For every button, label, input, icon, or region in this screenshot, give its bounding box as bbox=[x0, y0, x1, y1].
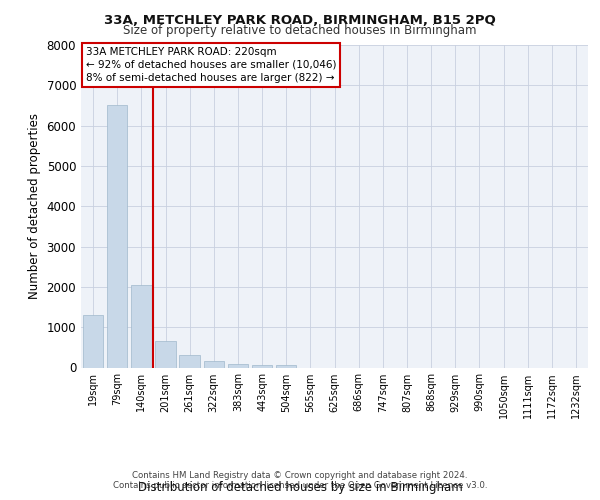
Bar bbox=[83, 315, 103, 368]
Text: 33A, METCHLEY PARK ROAD, BIRMINGHAM, B15 2PQ: 33A, METCHLEY PARK ROAD, BIRMINGHAM, B15… bbox=[104, 14, 496, 27]
Bar bbox=[179, 356, 200, 368]
Y-axis label: Number of detached properties: Number of detached properties bbox=[28, 114, 41, 299]
Text: Contains HM Land Registry data © Crown copyright and database right 2024.: Contains HM Land Registry data © Crown c… bbox=[132, 472, 468, 480]
Bar bbox=[252, 366, 272, 368]
Bar bbox=[107, 106, 127, 368]
Bar bbox=[276, 365, 296, 368]
Bar bbox=[203, 362, 224, 368]
Text: Distribution of detached houses by size in Birmingham: Distribution of detached houses by size … bbox=[137, 480, 463, 494]
Text: Size of property relative to detached houses in Birmingham: Size of property relative to detached ho… bbox=[123, 24, 477, 37]
Bar bbox=[155, 341, 176, 367]
Bar bbox=[227, 364, 248, 368]
Text: Contains public sector information licensed under the Open Government Licence v3: Contains public sector information licen… bbox=[113, 480, 487, 490]
Bar bbox=[131, 285, 152, 368]
Text: 33A METCHLEY PARK ROAD: 220sqm
← 92% of detached houses are smaller (10,046)
8% : 33A METCHLEY PARK ROAD: 220sqm ← 92% of … bbox=[86, 46, 337, 83]
